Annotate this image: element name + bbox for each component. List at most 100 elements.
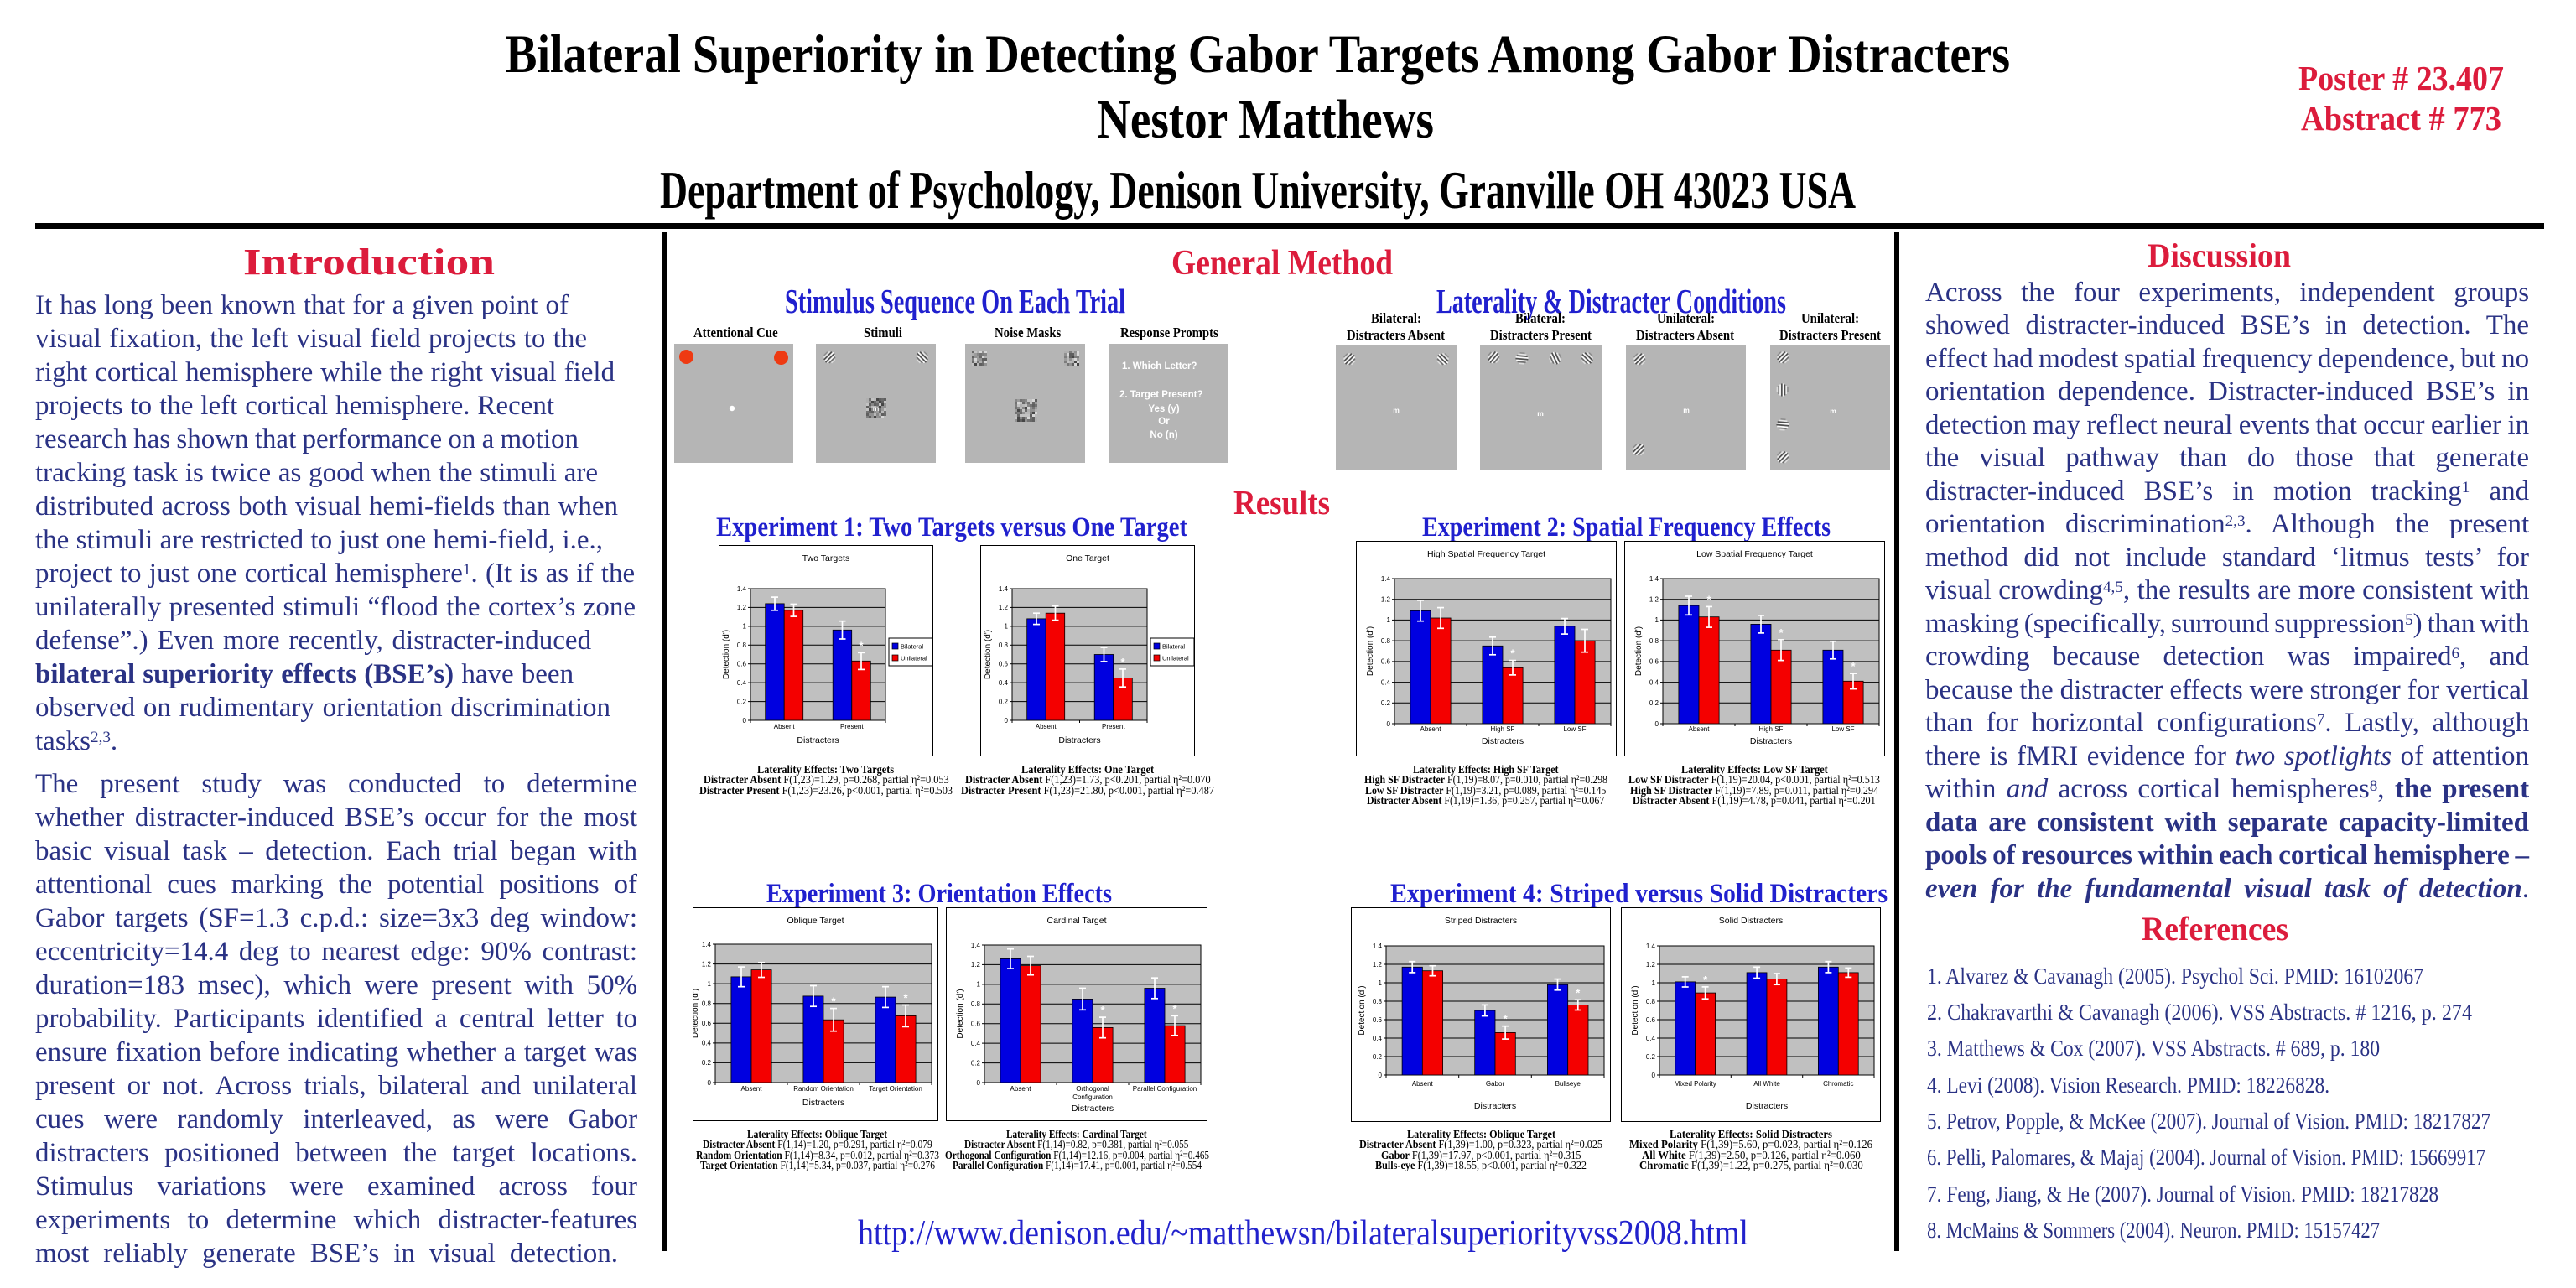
svg-text:0: 0 [1655,720,1659,728]
svg-text:Chromatic: Chromatic [1823,1080,1853,1088]
svg-text:1. Which Letter?: 1. Which Letter? [1122,361,1197,371]
svg-text:0.4: 0.4 [999,679,1009,687]
svg-text:1: 1 [977,981,981,989]
svg-text:Absent: Absent [1420,725,1442,733]
svg-text:1: 1 [708,980,712,988]
svg-text:Mixed Polarity: Mixed Polarity [1675,1080,1716,1088]
svg-text:Distracters: Distracters [1750,736,1792,746]
svg-text:1.4: 1.4 [999,585,1009,593]
svg-text:Distracters: Distracters [1482,736,1524,746]
svg-text:Absent: Absent [1010,1085,1032,1093]
svg-text:1.4: 1.4 [1373,943,1383,950]
svg-text:1.2: 1.2 [1649,596,1659,604]
svg-text:Unilateral: Unilateral [1162,655,1189,662]
svg-text:0.6: 0.6 [737,661,747,668]
svg-text:1: 1 [1379,979,1383,987]
svg-text:0.2: 0.2 [1381,699,1391,707]
svg-text:Configuration: Configuration [1072,1093,1113,1101]
svg-text:Detection (d'): Detection (d') [1631,985,1640,1035]
svg-text:Distracters: Distracters [802,1098,844,1108]
svg-text:1.2: 1.2 [1646,961,1656,969]
svg-text:Gabor: Gabor [1486,1080,1505,1088]
svg-text:*: * [1172,1002,1177,1015]
svg-text:Present: Present [840,723,864,730]
svg-text:0: 0 [977,1079,981,1087]
svg-text:*: * [859,639,864,652]
svg-text:1: 1 [1655,616,1659,624]
svg-text:0.4: 0.4 [702,1040,712,1047]
svg-text:0: 0 [1652,1072,1656,1079]
svg-text:Or: Or [1158,417,1170,427]
svg-text:Cardinal Target: Cardinal Target [1046,916,1106,926]
svg-text:0.8: 0.8 [1649,637,1659,645]
svg-text:*: * [1504,1013,1509,1026]
svg-text:2. Target Present?: 2. Target Present? [1119,390,1203,400]
svg-text:m: m [1393,406,1400,414]
svg-text:*: * [1510,647,1515,660]
svg-text:Striped Distracters: Striped Distracters [1445,916,1517,926]
svg-text:Distracters: Distracters [1746,1101,1788,1111]
svg-text:0.6: 0.6 [1649,658,1659,666]
svg-text:m: m [1830,407,1836,415]
svg-text:Detection (d'): Detection (d') [956,989,965,1038]
svg-text:*: * [1120,656,1125,668]
svg-text:0.2: 0.2 [737,698,747,705]
svg-text:0.6: 0.6 [999,661,1009,668]
svg-text:Absent: Absent [774,723,796,730]
svg-text:Bilateral: Bilateral [1162,643,1185,651]
svg-text:Absent: Absent [1036,723,1057,730]
svg-text:0.2: 0.2 [999,698,1009,705]
svg-text:All White: All White [1753,1080,1780,1088]
svg-text:Yes (y): Yes (y) [1148,404,1179,414]
svg-text:High Spatial Frequency Target: High Spatial Frequency Target [1427,549,1545,559]
svg-text:1.2: 1.2 [1381,596,1391,604]
svg-text:*: * [1706,593,1711,605]
svg-text:0.2: 0.2 [971,1059,981,1067]
svg-text:1: 1 [743,623,747,631]
svg-text:Absent: Absent [1689,725,1711,733]
svg-text:*: * [831,995,836,1008]
svg-text:0.8: 0.8 [1373,998,1383,1005]
svg-text:1.4: 1.4 [1646,943,1656,950]
svg-text:0.8: 0.8 [971,1000,981,1008]
svg-text:0.8: 0.8 [702,1000,712,1008]
svg-text:Distracters: Distracters [1072,1104,1114,1114]
svg-text:Absent: Absent [741,1085,763,1093]
svg-text:Absent: Absent [1412,1080,1434,1088]
svg-text:0.6: 0.6 [1381,658,1391,666]
svg-text:*: * [1100,1004,1105,1016]
svg-text:m: m [1683,406,1690,414]
svg-text:*: * [1576,986,1581,999]
svg-text:No (n): No (n) [1150,430,1177,440]
svg-text:0.8: 0.8 [999,641,1009,649]
svg-text:m: m [873,404,880,413]
svg-text:1: 1 [1387,616,1391,624]
svg-text:1.2: 1.2 [971,961,981,969]
svg-text:Detection (d'): Detection (d') [1366,626,1375,676]
svg-text:High SF: High SF [1491,725,1515,733]
svg-text:0.6: 0.6 [1373,1016,1383,1024]
svg-text:0.2: 0.2 [702,1059,712,1067]
svg-text:0: 0 [708,1079,712,1087]
svg-text:0.4: 0.4 [1649,678,1659,686]
svg-text:Two Targets: Two Targets [802,553,849,564]
svg-text:Detection (d'): Detection (d') [1358,985,1367,1035]
svg-text:1.4: 1.4 [702,941,712,948]
svg-text:Orthogonal: Orthogonal [1076,1085,1109,1093]
svg-text:Detection (d'): Detection (d') [722,630,731,679]
svg-text:0: 0 [1005,717,1009,724]
svg-text:1.4: 1.4 [1649,575,1659,583]
svg-text:0.2: 0.2 [1646,1053,1656,1061]
svg-text:0.6: 0.6 [1646,1016,1656,1024]
svg-text:Present: Present [1102,723,1125,730]
svg-text:Unilateral: Unilateral [901,655,927,662]
svg-text:0: 0 [1387,720,1391,728]
svg-text:Low Spatial Frequency Target: Low Spatial Frequency Target [1696,549,1813,559]
svg-text:Low SF: Low SF [1831,725,1854,733]
svg-text:0.8: 0.8 [1646,998,1656,1005]
svg-text:Oblique Target: Oblique Target [787,916,844,926]
svg-text:One Target: One Target [1066,553,1109,564]
svg-text:Random Orientation: Random Orientation [793,1085,854,1093]
svg-text:1.2: 1.2 [999,604,1009,611]
svg-text:1.2: 1.2 [737,604,747,611]
